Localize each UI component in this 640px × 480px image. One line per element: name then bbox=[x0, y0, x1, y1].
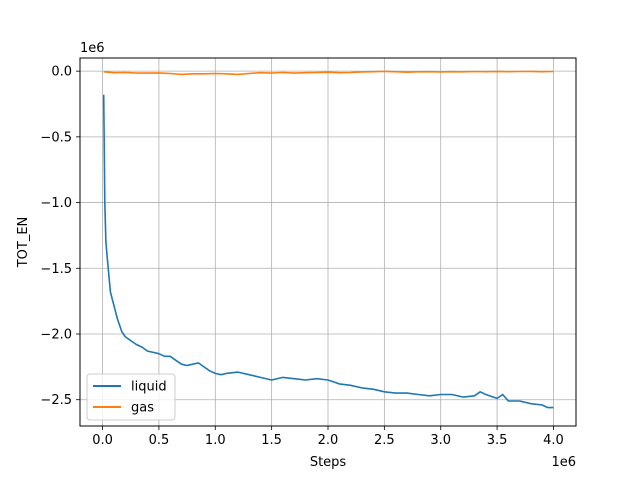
x-tick-label: 0.0 bbox=[92, 433, 113, 448]
y-tick-label: 0.0 bbox=[51, 65, 72, 80]
series-line-liquid bbox=[102, 94, 554, 409]
y-axis-label: TOT_EN bbox=[16, 217, 31, 269]
x-tick-label: 3.5 bbox=[487, 433, 508, 448]
x-tick-label: 1.0 bbox=[205, 433, 226, 448]
series-line-gas bbox=[103, 70, 554, 76]
x-tick-label: 0.5 bbox=[149, 433, 170, 448]
y-offset-text: 1e6 bbox=[80, 41, 105, 56]
y-tick-label: −2.5 bbox=[40, 393, 72, 408]
x-axis-label: Steps bbox=[310, 455, 347, 470]
series-lines bbox=[102, 70, 554, 409]
grid-lines bbox=[80, 58, 576, 426]
legend-label-gas: gas bbox=[131, 401, 154, 416]
x-tick-label: 4.0 bbox=[543, 433, 564, 448]
y-tick-label: −1.0 bbox=[40, 196, 72, 211]
x-tick-label: 2.0 bbox=[318, 433, 339, 448]
x-offset-text: 1e6 bbox=[551, 455, 576, 470]
y-tick-label: −2.0 bbox=[40, 328, 72, 343]
x-tick-label: 3.0 bbox=[430, 433, 451, 448]
y-ticks: 0.0 −0.5 −1.0 −1.5 −2.0 −2.5 bbox=[40, 65, 80, 408]
y-tick-label: −1.5 bbox=[40, 262, 72, 277]
y-tick-label: −0.5 bbox=[40, 130, 72, 145]
legend: liquid gas bbox=[86, 373, 176, 421]
x-ticks: 0.0 0.5 1.0 1.5 2.0 2.5 3.0 3.5 4.0 bbox=[92, 426, 564, 448]
x-tick-label: 1.5 bbox=[261, 433, 282, 448]
x-tick-label: 2.5 bbox=[374, 433, 395, 448]
legend-label-liquid: liquid bbox=[131, 380, 167, 395]
